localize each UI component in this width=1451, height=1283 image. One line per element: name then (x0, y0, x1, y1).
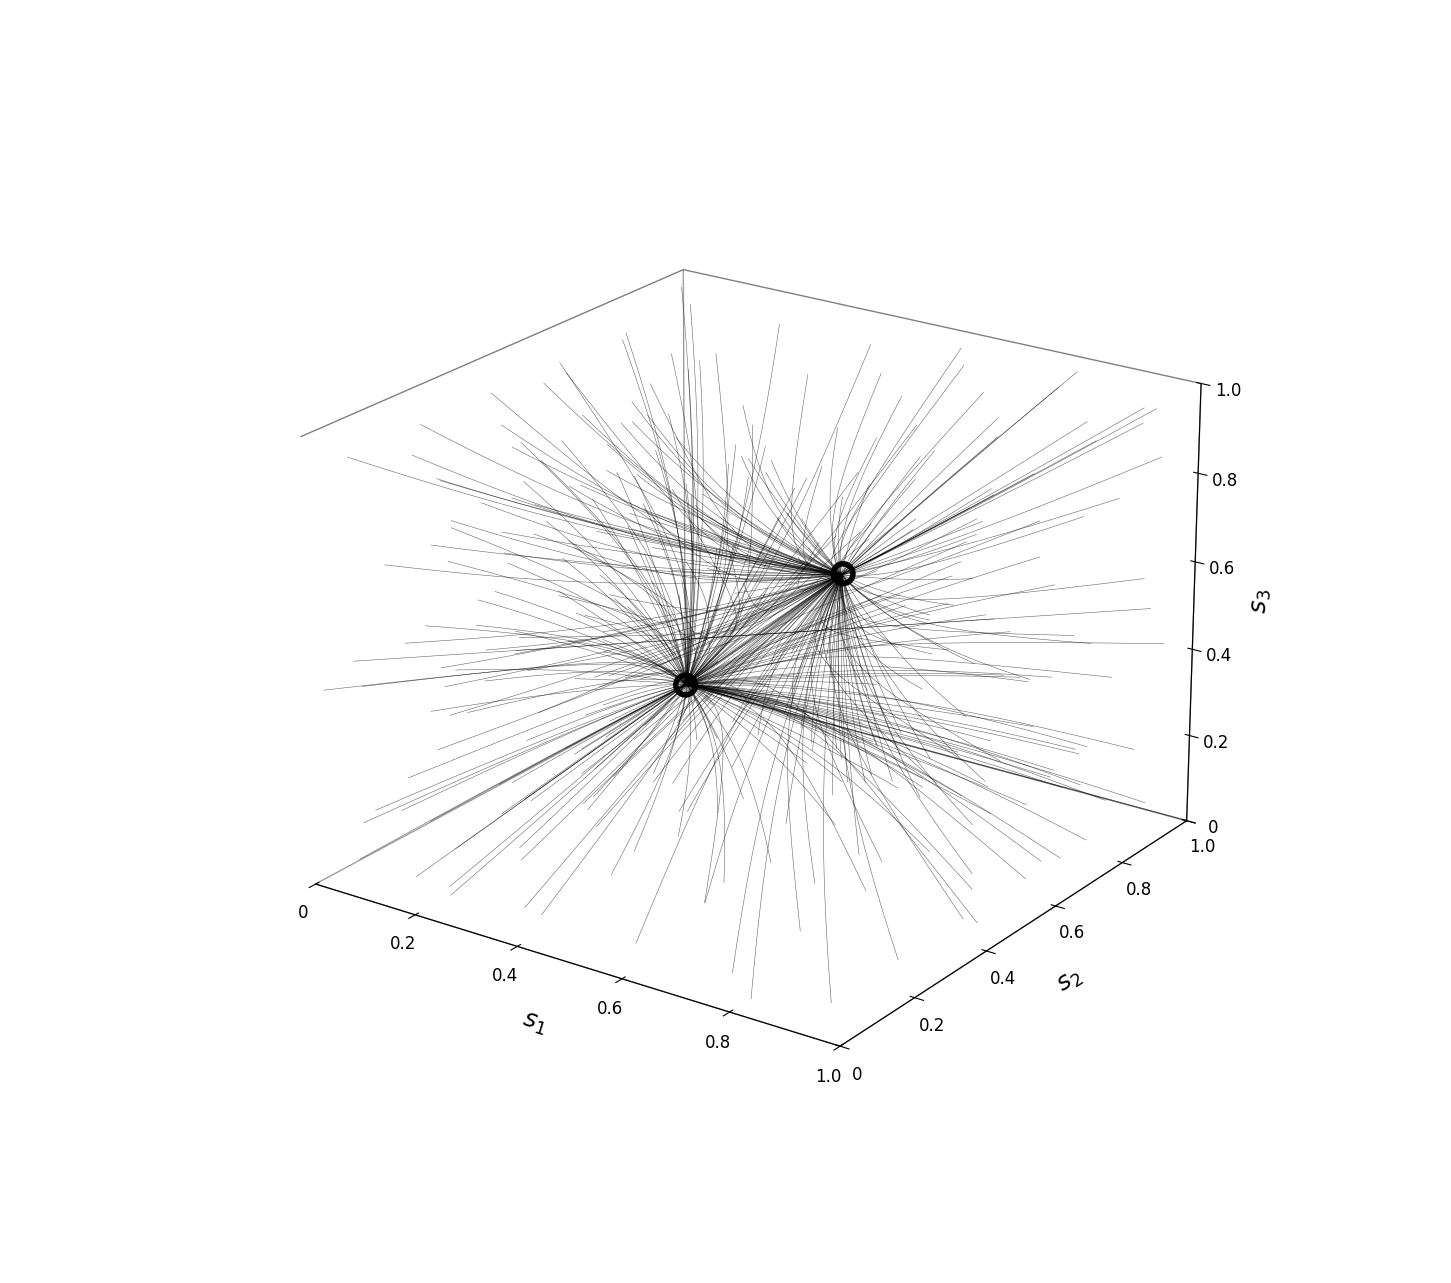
Y-axis label: $s_2$: $s_2$ (1052, 965, 1085, 998)
X-axis label: $s_1$: $s_1$ (519, 1008, 550, 1038)
